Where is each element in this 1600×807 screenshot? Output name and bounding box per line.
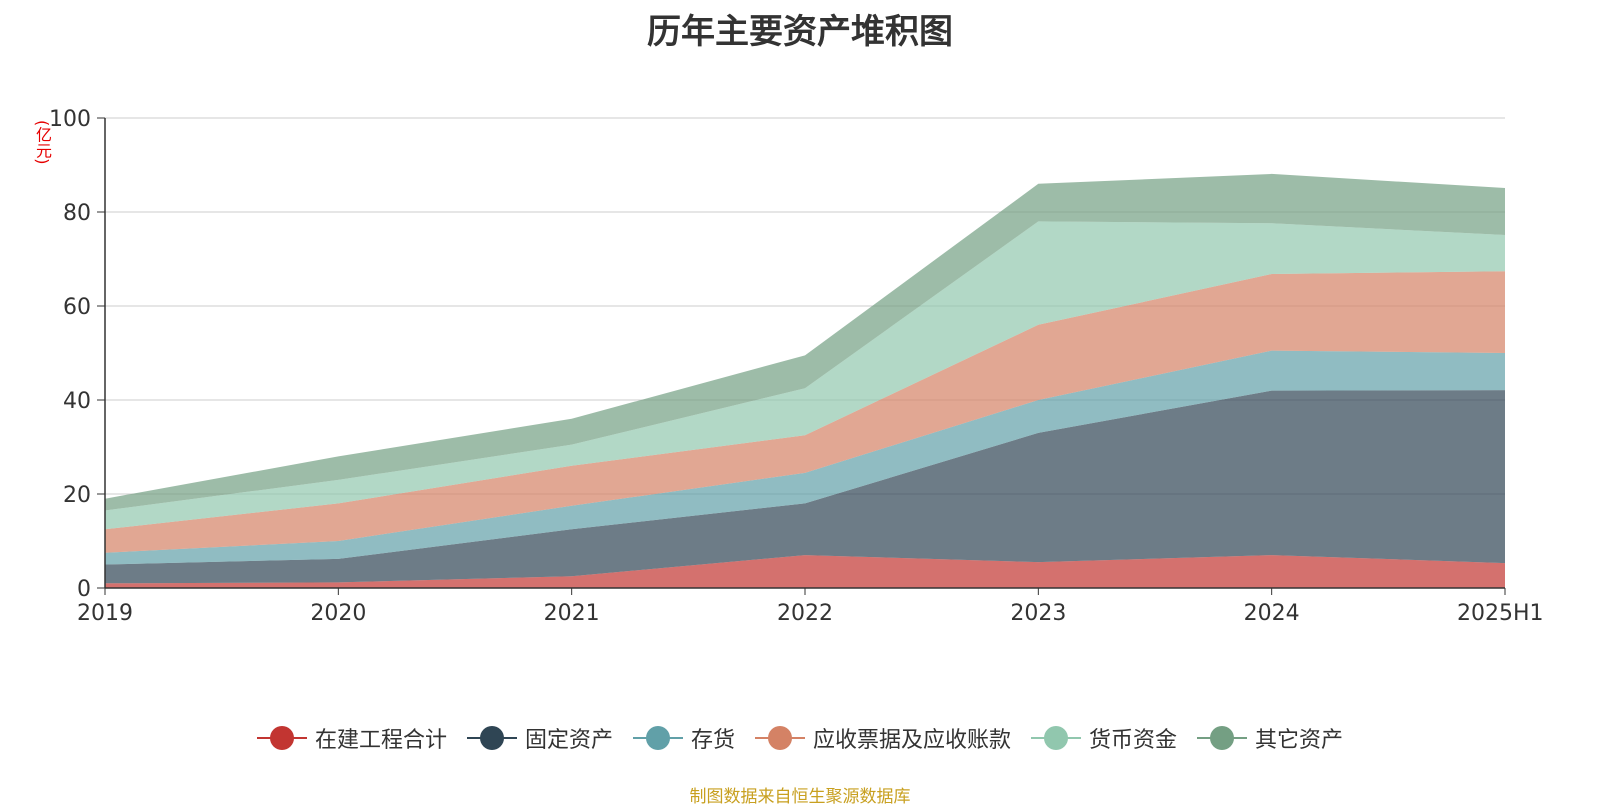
y-axis-unit: (亿元): [33, 120, 52, 165]
x-tick-label: 2023: [1010, 601, 1066, 626]
area-series-4: [105, 221, 1505, 530]
y-tick-label: 100: [49, 107, 91, 132]
area-layer: [105, 173, 1505, 588]
area-series-5: [105, 173, 1505, 511]
legend-marker-icon: [1197, 726, 1248, 750]
legend-item[interactable]: 固定资产: [466, 722, 613, 754]
y-tick-label: 20: [63, 483, 91, 508]
legend-item[interactable]: 应收票据及应收账款: [755, 722, 1011, 754]
legend-label: 其它资产: [1255, 728, 1344, 753]
y-tick-label: 60: [63, 295, 91, 320]
x-tick-label: 2025H1: [1457, 601, 1544, 626]
legend-label: 在建工程合计: [314, 728, 447, 753]
legend-marker-icon: [755, 726, 805, 750]
x-tick-label: 2021: [544, 601, 600, 626]
y-tick-label: 80: [63, 201, 91, 226]
stacked-area-chart: 0 20 40 60 80 100 2019 2020 2021 2022 2023 2024 2025…: [49, 107, 1544, 626]
legend: 在建工程合计 固定资产 存货 应收票据及应收账款 货币资金 其它资产: [0, 722, 1600, 754]
x-tick-label: 2020: [310, 601, 366, 626]
area-series-3: [105, 271, 1505, 553]
source-note: 制图数据来自恒生聚源数据库: [689, 787, 911, 807]
area-series-0: [105, 555, 1505, 588]
legend-label: 固定资产: [524, 728, 613, 753]
x-tick-label: 2019: [77, 601, 133, 626]
legend-item[interactable]: 存货: [632, 722, 735, 754]
y-tick-label: 40: [63, 389, 91, 414]
legend-label: 存货: [690, 728, 735, 753]
area-series-1: [105, 390, 1505, 584]
legend-label: 货币资金: [1089, 728, 1178, 753]
chart-title: 历年主要资产堆积图: [647, 12, 953, 52]
legend-marker-icon: [256, 726, 307, 750]
legend-item[interactable]: 在建工程合计: [256, 722, 447, 754]
x-tick-label: 2024: [1244, 601, 1300, 626]
legend-marker-icon: [466, 726, 517, 750]
legend-marker-icon: [632, 726, 683, 750]
legend-item[interactable]: 其它资产: [1197, 722, 1343, 754]
area-series-2: [105, 350, 1505, 565]
x-tick-label: 2022: [777, 601, 833, 626]
legend-marker-icon: [1031, 726, 1082, 750]
legend-item[interactable]: 货币资金: [1031, 722, 1177, 754]
y-tick-label: 0: [77, 577, 91, 602]
legend-label: 应收票据及应收账款: [813, 728, 1012, 753]
axis-layer: 0 20 40 60 80 100 2019 2020 2021 2022 2023 2024 2025…: [49, 107, 1544, 626]
